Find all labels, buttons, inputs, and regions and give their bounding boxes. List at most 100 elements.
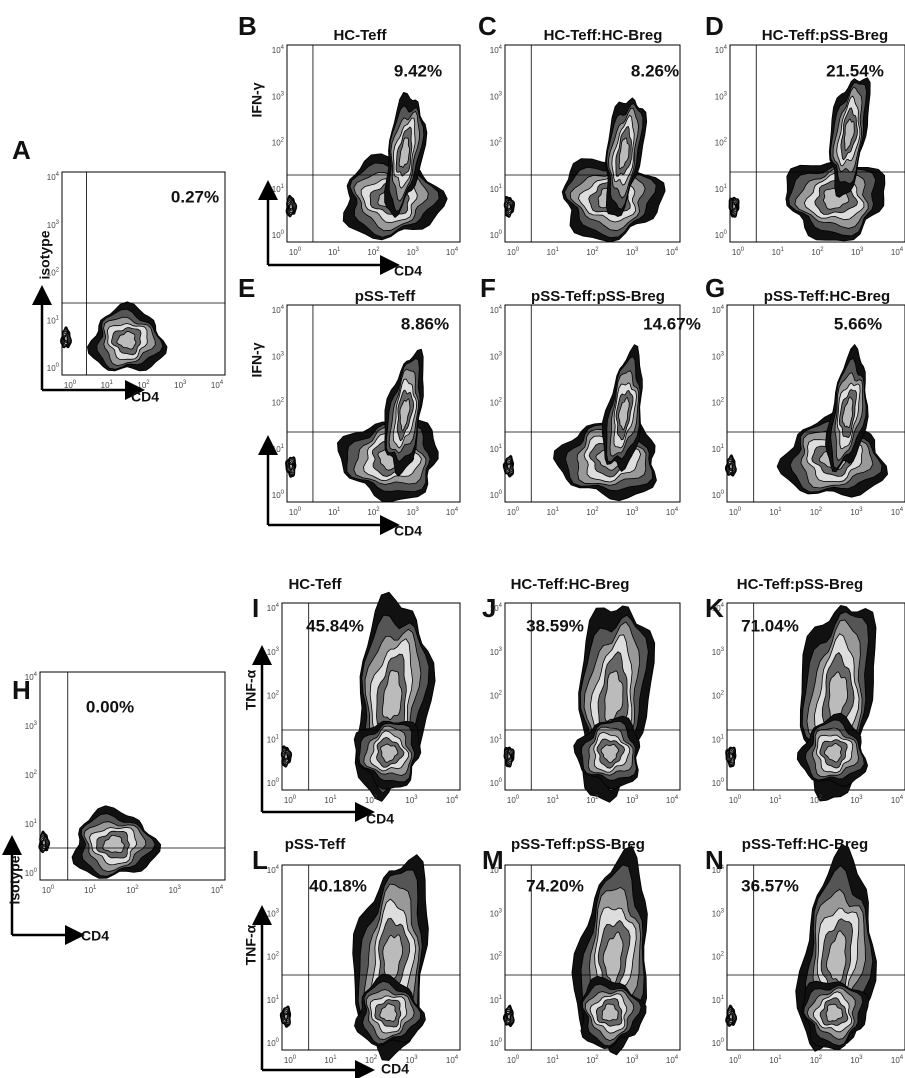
contour xyxy=(116,331,137,350)
tick-exponent: 1 xyxy=(556,507,560,513)
tick-base: 10 xyxy=(712,735,721,744)
tick-exponent: 1 xyxy=(337,507,341,513)
tick-exponent: 3 xyxy=(34,721,38,727)
tick-base: 10 xyxy=(272,491,281,500)
tick-base: 10 xyxy=(25,869,34,878)
panel-title: pSS-Teff xyxy=(285,836,347,853)
tick-label: 100 xyxy=(729,795,742,806)
tick-label: 104 xyxy=(446,507,459,518)
tick-label: 101 xyxy=(547,795,560,806)
tick-exponent: 4 xyxy=(220,885,224,891)
tick-label: 100 xyxy=(507,795,520,806)
tick-exponent: 4 xyxy=(276,865,280,871)
tick-exponent: 0 xyxy=(298,247,302,253)
tick-base: 10 xyxy=(850,508,859,517)
tick-base: 10 xyxy=(490,909,499,918)
contour xyxy=(380,743,399,763)
tick-label: 102 xyxy=(126,885,139,896)
tick-label: 103 xyxy=(490,351,503,362)
tick-exponent: 0 xyxy=(281,230,285,236)
panel-title: HC-Teff xyxy=(288,576,342,593)
tick-label: 104 xyxy=(272,45,285,56)
tick-exponent: 2 xyxy=(595,507,599,513)
panel: 100100101101102102103103104104JHC-Teff:H… xyxy=(482,576,681,806)
tick-base: 10 xyxy=(712,491,721,500)
tick-base: 10 xyxy=(272,352,281,361)
tick-exponent: 1 xyxy=(499,994,503,1000)
panel: 100100101101102102103103104104IHC-Teff45… xyxy=(243,576,461,827)
tick-exponent: 1 xyxy=(34,819,38,825)
tick-label: 104 xyxy=(490,603,503,614)
tick-exponent: 4 xyxy=(721,305,725,311)
tick-base: 10 xyxy=(712,445,721,454)
x-axis-label: CD4 xyxy=(394,523,422,539)
tick-base: 10 xyxy=(712,306,721,315)
contour xyxy=(382,669,403,721)
tick-label: 100 xyxy=(284,1055,297,1066)
tick-base: 10 xyxy=(324,796,333,805)
tick-exponent: 1 xyxy=(556,247,560,253)
tick-label: 101 xyxy=(324,795,337,806)
tick-base: 10 xyxy=(267,1039,276,1048)
contour xyxy=(600,744,619,764)
tick-label: 102 xyxy=(811,247,824,258)
tick-label: 101 xyxy=(47,315,60,326)
tick-base: 10 xyxy=(211,381,220,390)
tick-exponent: 4 xyxy=(675,1055,679,1061)
panel-letter: E xyxy=(238,273,255,303)
tick-exponent: 4 xyxy=(281,305,285,311)
tick-label: 103 xyxy=(267,646,280,657)
tick-label: 101 xyxy=(490,443,503,454)
percentage: 40.18% xyxy=(309,876,367,895)
tick-base: 10 xyxy=(272,231,281,240)
panel: 100100101101102102103103104104A0.27%isot… xyxy=(12,135,226,405)
tick-exponent: 3 xyxy=(499,351,503,357)
tick-label: 102 xyxy=(25,770,38,781)
tick-base: 10 xyxy=(407,508,416,517)
contour xyxy=(42,839,46,846)
tick-base: 10 xyxy=(666,508,675,517)
tick-label: 104 xyxy=(712,865,725,876)
tick-base: 10 xyxy=(490,735,499,744)
tick-exponent: 2 xyxy=(135,885,139,891)
tick-base: 10 xyxy=(267,779,276,788)
tick-label: 101 xyxy=(490,994,503,1005)
tick-base: 10 xyxy=(490,306,499,315)
tick-label: 104 xyxy=(47,172,60,183)
tick-base: 10 xyxy=(47,221,56,230)
tick-exponent: 2 xyxy=(499,137,503,143)
tick-base: 10 xyxy=(211,886,220,895)
tick-exponent: 4 xyxy=(900,507,904,513)
tick-exponent: 1 xyxy=(281,443,285,449)
tick-base: 10 xyxy=(47,173,56,182)
tick-exponent: 3 xyxy=(859,507,863,513)
tick-base: 10 xyxy=(328,508,337,517)
tick-exponent: 0 xyxy=(276,778,280,784)
tick-base: 10 xyxy=(365,796,374,805)
tick-label: 104 xyxy=(490,305,503,316)
tick-label: 103 xyxy=(626,247,639,258)
tick-base: 10 xyxy=(769,508,778,517)
tick-label: 101 xyxy=(712,443,725,454)
tick-base: 10 xyxy=(289,508,298,517)
tick-base: 10 xyxy=(64,381,73,390)
tick-label: 102 xyxy=(267,690,280,701)
tick-label: 103 xyxy=(712,646,725,657)
tick-base: 10 xyxy=(47,316,56,325)
tick-exponent: 3 xyxy=(499,908,503,914)
tick-base: 10 xyxy=(715,46,724,55)
tick-label: 104 xyxy=(267,603,280,614)
tick-base: 10 xyxy=(507,1056,516,1065)
tick-exponent: 0 xyxy=(741,247,745,253)
tick-label: 104 xyxy=(891,795,904,806)
tick-exponent: 3 xyxy=(414,1055,418,1061)
tick-exponent: 0 xyxy=(293,795,297,801)
tick-label: 101 xyxy=(25,819,38,830)
tick-base: 10 xyxy=(810,796,819,805)
tick-base: 10 xyxy=(272,46,281,55)
tick-exponent: 4 xyxy=(499,305,503,311)
tick-exponent: 4 xyxy=(724,45,728,51)
tick-base: 10 xyxy=(328,248,337,257)
tick-exponent: 1 xyxy=(333,795,337,801)
